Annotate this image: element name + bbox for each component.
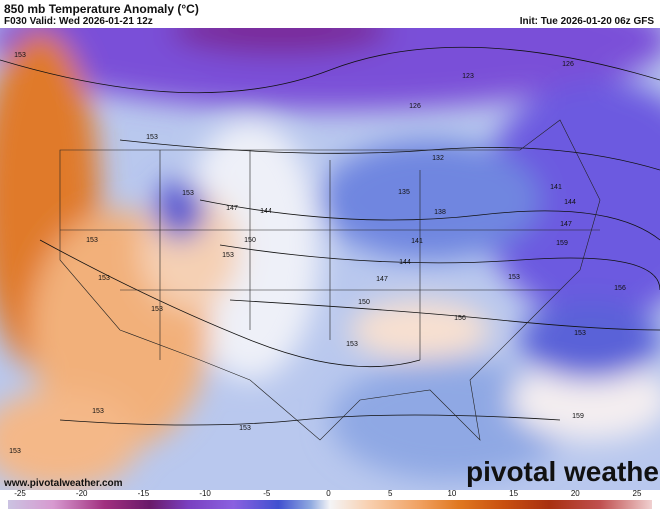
- contour-label: 126: [562, 61, 574, 68]
- contour-label: 141: [411, 238, 423, 245]
- contour-label: 144: [564, 199, 576, 206]
- contour-label: 132: [432, 155, 444, 162]
- contour-label: 144: [260, 208, 272, 215]
- contour-label: 153: [14, 52, 26, 59]
- contour-label: 153: [146, 134, 158, 141]
- colorbar-tick-label: -10: [199, 489, 211, 498]
- title: 850 mb Temperature Anomaly (°C): [4, 2, 199, 16]
- contour-label: 126: [409, 103, 421, 110]
- contour-label: 153: [222, 252, 234, 259]
- colorbar-tick-label: -5: [263, 489, 271, 498]
- colorbar-tick-label: -25: [14, 489, 26, 498]
- colorbar-tick-label: 20: [571, 489, 580, 498]
- contour-label: 153: [182, 190, 194, 197]
- contour-label: 153: [92, 408, 104, 415]
- contour-label: 153: [508, 274, 520, 281]
- contour-label: 138: [434, 209, 446, 216]
- valid-time: F030 Valid: Wed 2026-01-21 12z: [4, 16, 153, 27]
- anomaly-field: [0, 28, 660, 490]
- contour-label: 153: [86, 237, 98, 244]
- contour-label: 144: [399, 259, 411, 266]
- contour-label: 150: [358, 299, 370, 306]
- contour-label: 123: [462, 73, 474, 80]
- contour-label: 153: [98, 275, 110, 282]
- contour-label: 147: [226, 205, 238, 212]
- contour-label: 153: [346, 341, 358, 348]
- colorbar-tick-label: -20: [76, 489, 88, 498]
- contour-label: 156: [614, 285, 626, 292]
- contour-label: 153: [151, 306, 163, 313]
- contour-label: 159: [572, 413, 584, 420]
- contour-label: 147: [560, 221, 572, 228]
- colorbar-tick-label: -15: [138, 489, 150, 498]
- colorbar: [8, 500, 652, 509]
- website: www.pivotalweather.com: [4, 478, 123, 489]
- init-time: Init: Tue 2026-01-20 06z GFS: [519, 16, 654, 27]
- contour-label: 156: [454, 315, 466, 322]
- contour-label: 150: [244, 237, 256, 244]
- colorbar-tick-label: 15: [509, 489, 518, 498]
- contour-label: 141: [550, 184, 562, 191]
- contour-label: 159: [556, 240, 568, 247]
- colorbar-tick-label: 10: [447, 489, 456, 498]
- colorbar-tick-label: 25: [633, 489, 642, 498]
- contour-label: 153: [574, 330, 586, 337]
- logo: pivotal weather: [466, 456, 660, 487]
- contour-label: 147: [376, 276, 388, 283]
- colorbar-tick-label: 5: [388, 489, 393, 498]
- colorbar-tick-label: 0: [326, 489, 331, 498]
- contour-label: 135: [398, 189, 410, 196]
- contour-label: 153: [9, 448, 21, 455]
- contour-label: 153: [239, 425, 251, 432]
